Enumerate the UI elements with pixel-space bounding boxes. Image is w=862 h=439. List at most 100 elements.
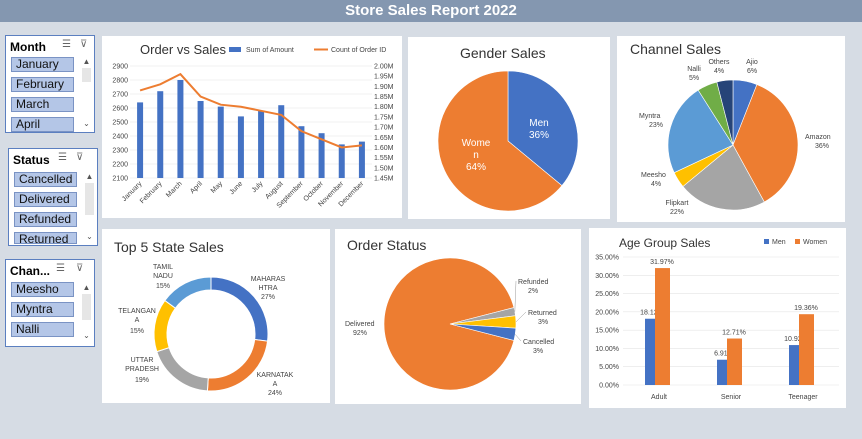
bar-sum-of-amount (177, 80, 184, 178)
slicer-item-delivered[interactable]: Delivered (14, 192, 77, 207)
order-vs-sales-card: Order vs Sales 2900 2800 2700 2600 2500 2400 2… (102, 36, 402, 218)
slice-pct-meesho: 4% (651, 181, 661, 188)
data-label: 31.97% (650, 259, 674, 266)
legend-label-count-of-order-id: Count of Order ID (331, 47, 386, 54)
leader-line (515, 311, 527, 323)
y-tick-label: 2400 (112, 134, 128, 141)
y-tick-label: 2500 (112, 120, 128, 127)
y2-tick-label: 1.55M (374, 155, 394, 162)
x-tick-label: March (165, 180, 184, 199)
age-group-sales-chart: 35.00% 30.00% 25.00% 20.00% 15.00% 10.00% 5.00… (595, 239, 839, 401)
scrollbar[interactable] (82, 68, 91, 82)
scrollbar[interactable] (85, 183, 94, 215)
channel-slice-flipkart (682, 144, 765, 211)
slicer-item-february[interactable]: February (11, 77, 74, 92)
scroll-down-icon[interactable]: ⌄ (83, 119, 90, 128)
slice-label-karnataka: A (273, 381, 278, 388)
multi-select-icon[interactable]: ☰ (58, 152, 67, 163)
y-tick-label: 15.00% (595, 328, 619, 335)
bar-sum-of-amount (278, 105, 285, 178)
legend-label-women: Women (803, 239, 827, 246)
y-tick-label: 25.00% (595, 291, 619, 298)
slice-label-uttar-pradesh: PRADESH (125, 366, 159, 373)
status-slicer: Status ☰ ⊽ Cancelled Delivered Refunded … (8, 148, 98, 246)
chart-title: Age Group Sales (619, 236, 711, 250)
slice-pct-maharashtra: 27% (261, 294, 275, 301)
x-tick-label: Senior (721, 394, 742, 401)
chart-title: Channel Sales (630, 41, 722, 57)
state-slice-telangana (153, 299, 177, 353)
top-state-sales-card: Top 5 State Sales MAHARAS HTRA 27% KARNATAK… (102, 229, 330, 403)
slicer-item-myntra[interactable]: Myntra (11, 302, 74, 317)
channel-slicer-header: Chan... (10, 264, 51, 278)
slice-label-returned: Returned (528, 310, 557, 317)
slice-pct-karnataka: 24% (268, 390, 282, 397)
scroll-up-icon[interactable]: ▲ (82, 283, 91, 292)
y-tick-label: 35.00% (595, 255, 619, 262)
x-tick-label: Teenager (788, 394, 818, 401)
slice-label-maharashtra: MAHARAS (251, 276, 286, 283)
slice-pct-nalli: 5% (689, 75, 699, 82)
y2-tick-label: 1.85M (374, 94, 394, 101)
scrollbar[interactable] (82, 294, 91, 320)
bar-sum-of-amount (137, 102, 144, 178)
age-group-sales-card: Age Group Sales 35.00% 30.00% 25.00% 20.00%… (589, 228, 846, 408)
scroll-up-icon[interactable]: ▲ (82, 57, 91, 66)
slice-label-uttar-pradesh: UTTAR (131, 357, 154, 364)
slicer-item-march[interactable]: March (11, 97, 74, 112)
slice-label-women: Wome (462, 138, 491, 149)
y-tick-label: 2100 (112, 176, 128, 183)
slicer-item-refunded[interactable]: Refunded (14, 212, 77, 227)
slicer-item-april[interactable]: April (11, 117, 74, 132)
y2-tick-label: 1.80M (374, 104, 394, 111)
x-tick-label: February (139, 180, 164, 205)
scroll-down-icon[interactable]: ⌄ (83, 331, 90, 340)
slice-label-refunded: Refunded (518, 279, 548, 286)
y-tick-label: 20.00% (595, 309, 619, 316)
state-slice-tamil-nadu (164, 276, 212, 309)
x-tick-label: June (229, 180, 245, 196)
leader-line (514, 280, 517, 312)
clear-filter-icon[interactable]: ⊽ (76, 263, 84, 274)
slice-label-maharashtra: HTRA (258, 285, 277, 292)
order-status-card: Order Status Delivered 92% Refunded 2% Retur… (335, 229, 581, 404)
slicer-item-january[interactable]: January (11, 57, 74, 72)
data-label: 6.91% (714, 351, 734, 358)
y-tick-label: 2300 (112, 148, 128, 155)
y2-tick-label: 1.45M (374, 176, 394, 183)
slicer-item-cancelled[interactable]: Cancelled (14, 172, 77, 187)
slice-pct-men: 36% (529, 130, 549, 141)
multi-select-icon[interactable]: ☰ (56, 263, 65, 274)
slice-label-delivered: Delivered (345, 321, 375, 328)
slice-label-meesho: Meesho (641, 172, 666, 179)
slicer-item-meesho[interactable]: Meesho (11, 282, 74, 297)
y-tick-label: 30.00% (595, 273, 619, 280)
chart-title: Order Status (347, 237, 427, 253)
gender-sales-card: Gender Sales Men 36% Wome n 64% (408, 37, 610, 219)
multi-select-icon[interactable]: ☰ (62, 39, 71, 50)
report-title: Store Sales Report 2022 (0, 0, 862, 22)
channel-slice-amazon (732, 84, 799, 203)
data-label: 12.71% (722, 330, 746, 337)
bar-women (799, 314, 814, 385)
bar-women (655, 268, 670, 385)
y2-tick-label: 1.95M (374, 74, 394, 81)
legend-label-men: Men (772, 239, 786, 246)
scroll-up-icon[interactable]: ▲ (85, 172, 94, 181)
scroll-down-icon[interactable]: ⌄ (86, 232, 93, 241)
bar-sum-of-amount (197, 101, 204, 178)
slice-label-myntra: Myntra (639, 113, 661, 120)
clear-filter-icon[interactable]: ⊽ (80, 39, 88, 50)
channel-slice-others (716, 79, 734, 146)
slicer-item-returned[interactable]: Returned (14, 232, 77, 244)
bar-sum-of-amount (318, 133, 325, 178)
top-state-sales-chart: MAHARAS HTRA 27% KARNATAK A 24% UTTAR PRADESH 19… (118, 264, 294, 397)
y-tick-label: 2600 (112, 106, 128, 113)
slice-pct-women: 64% (466, 162, 486, 173)
y2-tick-label: 1.50M (374, 165, 394, 172)
y-tick-label: 2900 (112, 64, 128, 71)
slice-pct-uttar-pradesh: 19% (135, 377, 149, 384)
bar-sum-of-amount (157, 91, 164, 178)
clear-filter-icon[interactable]: ⊽ (76, 152, 84, 163)
slicer-item-nalli[interactable]: Nalli (11, 322, 74, 337)
